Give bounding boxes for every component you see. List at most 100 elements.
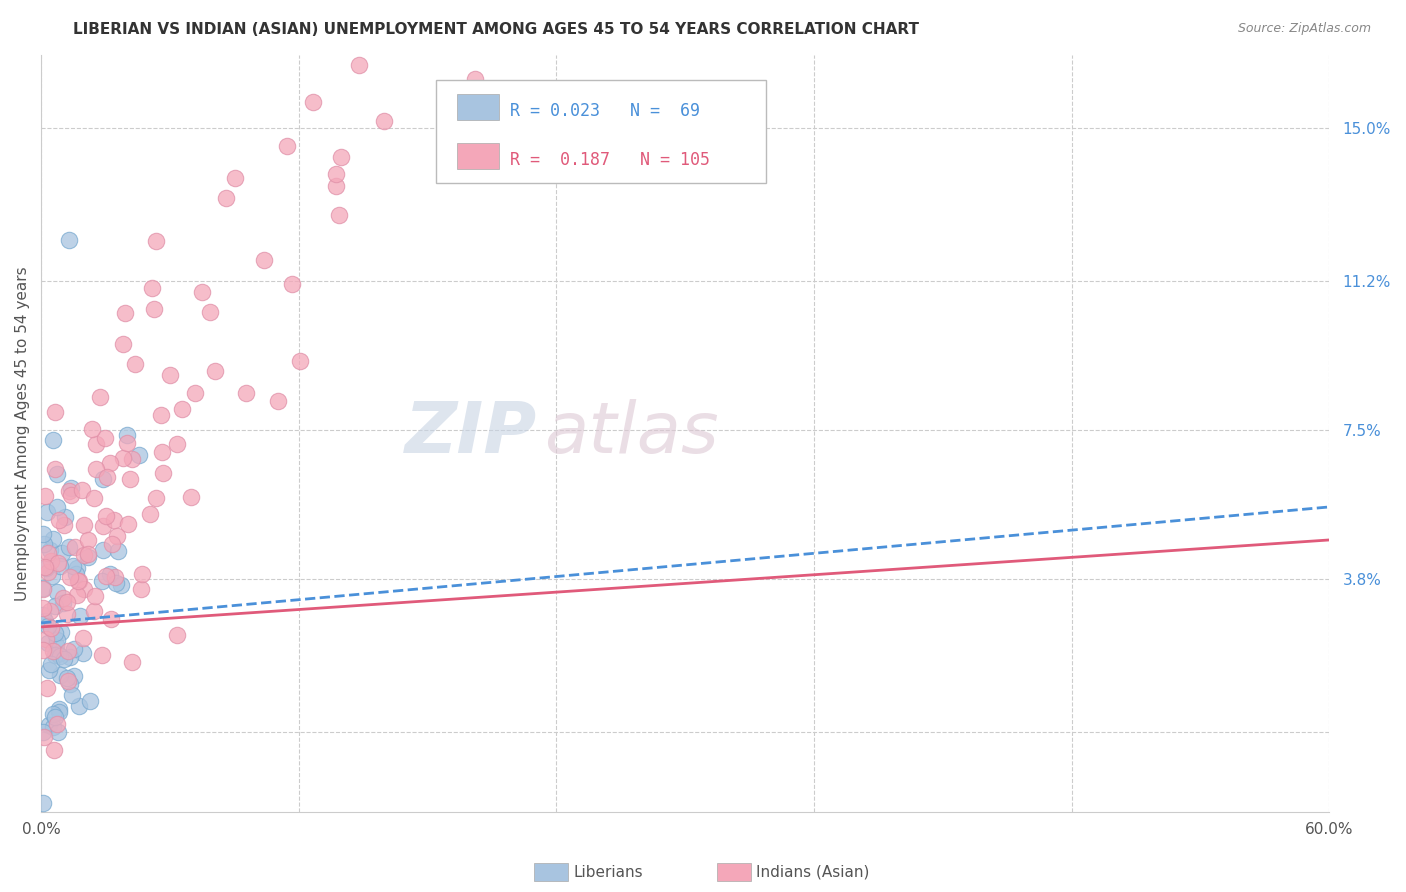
Point — [98, 566, 121, 581]
Point — [79, 694, 101, 708]
Point — [117, 427, 139, 442]
Point — [100, 456, 122, 470]
Point — [39, 815, 62, 830]
Point — [46, 717, 69, 731]
Point — [166, 628, 188, 642]
Point — [59, 570, 82, 584]
Point — [56, 644, 79, 658]
Point — [152, 466, 174, 480]
Point — [373, 113, 395, 128]
Point — [46, 557, 69, 571]
Point — [46, 633, 69, 648]
Point — [42, 720, 65, 734]
Point — [105, 528, 128, 542]
Point — [45, 638, 67, 652]
Point — [281, 277, 304, 292]
Point — [73, 582, 96, 596]
Point — [73, 548, 96, 562]
Point — [83, 589, 105, 603]
Point — [159, 368, 181, 382]
Point — [39, 657, 62, 672]
Point — [325, 168, 347, 182]
Point — [49, 649, 72, 664]
Point — [53, 509, 76, 524]
Point — [48, 648, 70, 662]
Point — [329, 150, 352, 164]
Point — [42, 644, 65, 658]
Point — [37, 842, 59, 856]
Point — [103, 512, 125, 526]
Point — [235, 386, 257, 401]
Point — [38, 604, 60, 618]
Point — [37, 619, 59, 633]
Point — [117, 517, 139, 532]
Point — [32, 536, 55, 550]
Text: LIBERIAN VS INDIAN (ASIAN) UNEMPLOYMENT AMONG AGES 45 TO 54 YEARS CORRELATION CH: LIBERIAN VS INDIAN (ASIAN) UNEMPLOYMENT … — [73, 22, 920, 37]
Point — [131, 566, 153, 581]
Point — [42, 707, 65, 722]
Point — [63, 669, 86, 683]
Point — [84, 436, 107, 450]
Point — [32, 601, 55, 615]
Point — [69, 609, 91, 624]
Point — [44, 599, 66, 614]
Point — [91, 574, 114, 589]
Point — [34, 489, 56, 503]
Point — [34, 614, 56, 628]
Point — [204, 363, 226, 377]
Point — [84, 461, 107, 475]
Point — [139, 508, 162, 522]
Point — [58, 540, 80, 554]
Point — [107, 543, 129, 558]
Point — [179, 490, 201, 504]
Point — [72, 646, 94, 660]
Point — [141, 281, 163, 295]
Point — [51, 546, 73, 560]
Point — [101, 537, 124, 551]
Point — [72, 483, 94, 498]
Point — [42, 533, 65, 547]
Point — [198, 304, 221, 318]
Point — [67, 574, 90, 588]
Point — [39, 621, 62, 635]
Point — [41, 569, 63, 583]
Point — [91, 472, 114, 486]
Text: Liberians: Liberians — [574, 865, 644, 880]
Point — [115, 436, 138, 450]
Point — [63, 540, 86, 554]
Point — [104, 576, 127, 591]
Point — [44, 405, 66, 419]
Point — [110, 578, 132, 592]
Point — [45, 467, 67, 481]
Point — [190, 285, 212, 299]
Point — [38, 663, 60, 677]
Point — [46, 584, 69, 599]
Point — [464, 72, 486, 87]
Point — [56, 607, 79, 622]
Point — [121, 451, 143, 466]
Point — [328, 208, 350, 222]
Point — [44, 710, 66, 724]
Point — [44, 742, 66, 756]
Point — [145, 234, 167, 248]
Point — [32, 642, 55, 657]
Point — [91, 543, 114, 558]
Point — [145, 491, 167, 505]
Point — [63, 642, 86, 657]
Point — [96, 470, 118, 484]
Point — [325, 178, 347, 193]
Point — [170, 401, 193, 416]
Point — [49, 559, 72, 574]
Point — [59, 488, 82, 502]
Point — [59, 677, 82, 691]
Point — [44, 648, 66, 663]
Point — [183, 385, 205, 400]
Point — [347, 58, 370, 72]
Point — [35, 560, 58, 574]
Point — [60, 688, 83, 702]
Point — [45, 500, 67, 515]
Point — [72, 631, 94, 645]
Point — [58, 233, 80, 247]
Point — [124, 357, 146, 371]
Point — [83, 491, 105, 505]
